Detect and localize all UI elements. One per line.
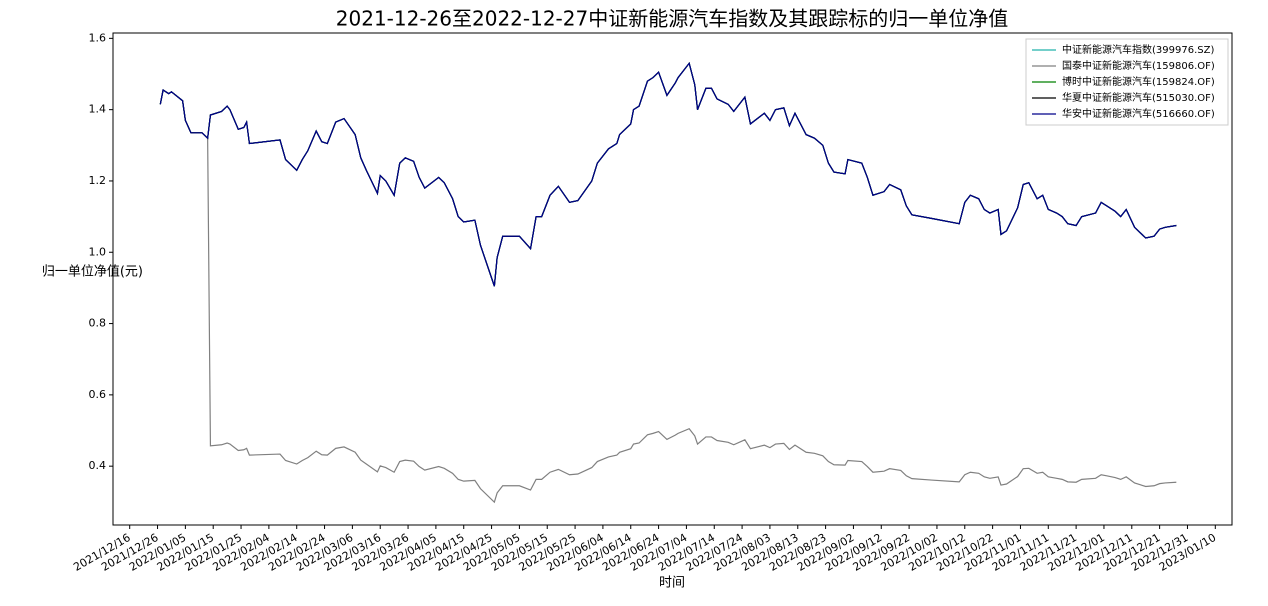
y-tick-label: 0.6 bbox=[89, 388, 107, 401]
series-line bbox=[159, 61, 1177, 287]
legend-label: 中证新能源汽车指数(399976.SZ) bbox=[1062, 43, 1214, 56]
x-axis-label: 时间 bbox=[659, 576, 685, 591]
legend-box bbox=[1025, 38, 1229, 126]
y-tick-label: 1.4 bbox=[89, 103, 107, 116]
chart-title: 2021-12-26至2022-12-27中证新能源汽车指数及其跟踪标的归一单位… bbox=[336, 7, 1008, 31]
y-tick-label: 1.0 bbox=[89, 245, 107, 258]
legend-label: 华安中证新能源汽车(516660.OF) bbox=[1062, 107, 1215, 120]
series-line bbox=[159, 61, 1177, 287]
y-tick-label: 1.2 bbox=[89, 174, 107, 187]
y-tick-label: 0.4 bbox=[89, 459, 107, 472]
plot-frame bbox=[112, 32, 1233, 526]
series-line bbox=[159, 61, 1177, 287]
y-tick-label: 0.8 bbox=[89, 317, 107, 330]
series-line bbox=[159, 89, 1177, 504]
legend-label: 华夏中证新能源汽车(515030.OF) bbox=[1062, 91, 1215, 104]
legend-label: 国泰中证新能源汽车(159806.OF) bbox=[1062, 59, 1215, 72]
y-axis-label: 归一单位净值(元) bbox=[42, 264, 143, 280]
legend-label: 博时中证新能源汽车(159824.OF) bbox=[1062, 75, 1215, 88]
y-tick-label: 1.6 bbox=[89, 31, 107, 44]
series-line bbox=[159, 61, 1177, 287]
